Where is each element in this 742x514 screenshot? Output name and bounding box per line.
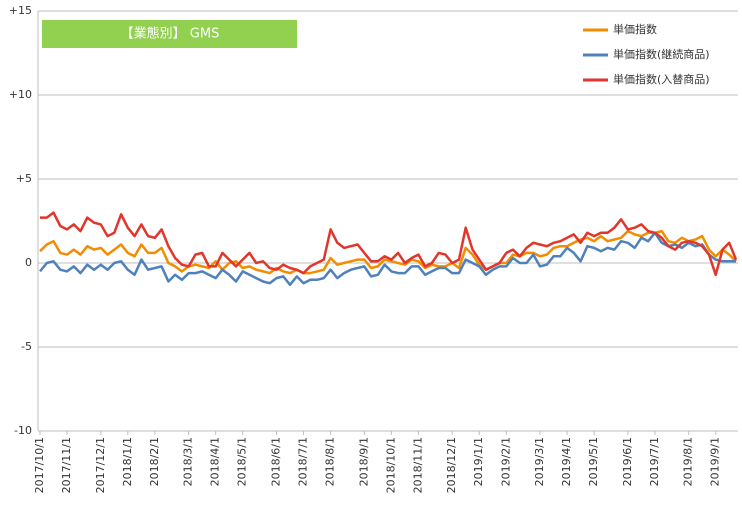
x-tick-label: 2018/7/1 — [297, 437, 310, 486]
legend-label: 単価指数 — [613, 22, 657, 36]
x-tick-label: 2018/6/1 — [270, 437, 283, 486]
x-tick-label: 2019/2/1 — [499, 437, 512, 486]
y-tick-label: +5 — [16, 172, 32, 185]
series-line — [40, 211, 738, 277]
series-line — [39, 229, 737, 275]
x-tick-label: 2018/9/1 — [357, 437, 370, 486]
x-tick-label: 2017/11/1 — [60, 437, 73, 493]
y-tick-label: 0 — [25, 256, 32, 269]
x-tick-label: 2019/7/1 — [648, 437, 661, 486]
x-tick-label: 2018/12/1 — [445, 437, 458, 493]
x-tick-label: 2019/9/1 — [709, 437, 722, 486]
x-tick-label: 2018/8/1 — [324, 437, 337, 486]
x-tick-label: 2018/1/1 — [121, 437, 134, 486]
x-tick-label: 2019/1/1 — [472, 437, 485, 486]
x-tick-label: 2018/2/1 — [148, 437, 161, 486]
x-tick-label: 2017/10/1 — [33, 437, 46, 493]
annotation: 【業態別】 GMS — [121, 26, 220, 42]
x-tick-label: 2018/3/1 — [182, 437, 195, 486]
x-tick-label: 2018/10/1 — [384, 437, 397, 493]
x-tick-label: 2018/4/1 — [209, 437, 222, 486]
y-tick-label: +15 — [9, 4, 32, 17]
legend-label: 単価指数(継続商品) — [613, 47, 710, 61]
x-tick-label: 2018/5/1 — [236, 437, 249, 486]
x-tick-label: 2017/12/1 — [94, 437, 107, 493]
legend-label: 単価指数(入替商品) — [613, 72, 710, 86]
x-tick-label: 2019/8/1 — [682, 437, 695, 486]
x-tick-label: 2019/6/1 — [621, 437, 634, 486]
y-tick-label: -10 — [14, 424, 32, 437]
y-tick-label: +10 — [9, 88, 32, 101]
x-tick-label: 2019/3/1 — [533, 437, 546, 486]
x-tick-label: 2018/11/1 — [411, 437, 424, 493]
annotation-box — [42, 20, 297, 48]
series-line — [39, 231, 736, 287]
x-tick-label: 2019/4/1 — [560, 437, 573, 486]
x-tick-label: 2019/5/1 — [587, 437, 600, 486]
y-tick-label: -5 — [21, 340, 32, 353]
